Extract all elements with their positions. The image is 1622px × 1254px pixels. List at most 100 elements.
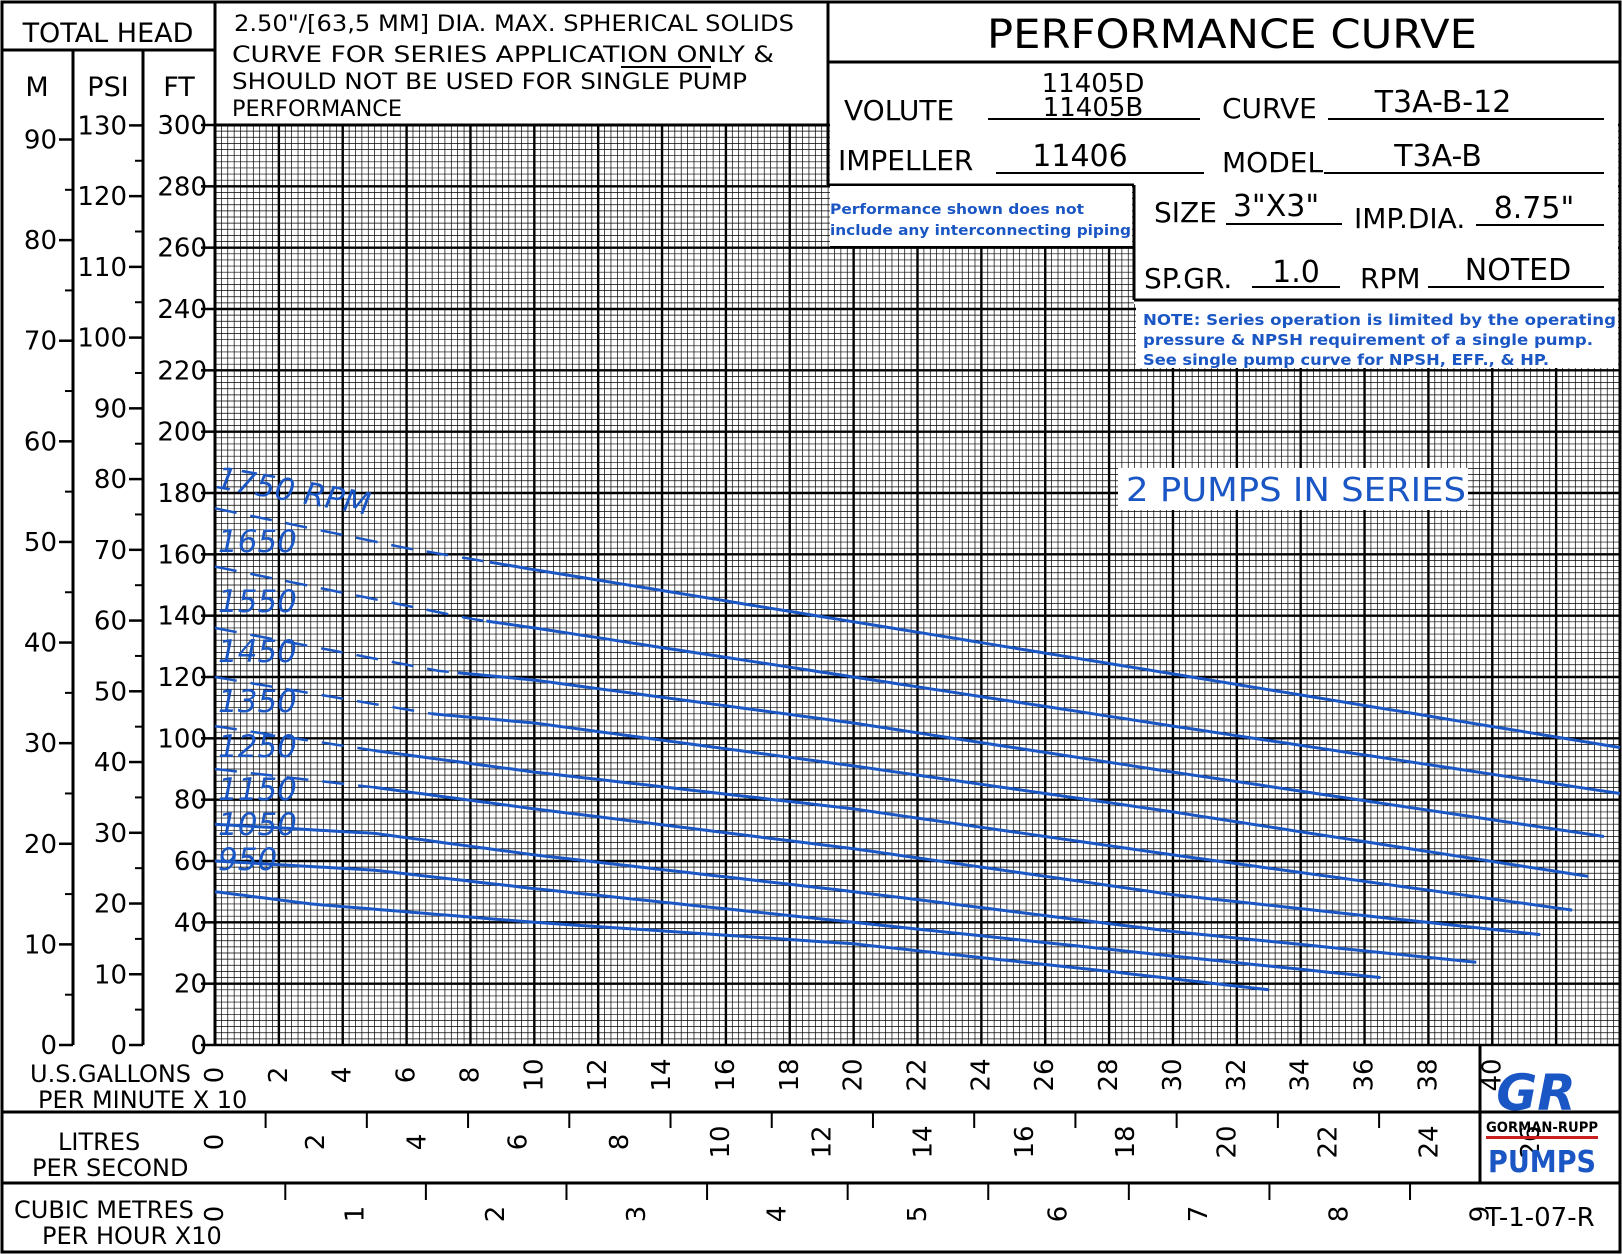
lps-axis-tick-12: 12 (807, 1125, 837, 1158)
gpm-axis-tick-4: 4 (328, 1067, 358, 1084)
model-label: MODEL (1222, 146, 1323, 179)
lps-axis-tick-26: 26 (1516, 1125, 1546, 1158)
gpm-axis-tick-18: 18 (775, 1058, 805, 1091)
lps-axis-tick-16: 16 (1010, 1125, 1040, 1158)
m-axis-tick-10: 10 (24, 930, 57, 960)
cmh-axis-label-2: PER HOUR X10 (42, 1222, 222, 1250)
logo-company: GORMAN-RUPP (1486, 1120, 1598, 1136)
gpm-axis-tick-36: 36 (1350, 1058, 1380, 1091)
curve-label-1350: 1350 (218, 684, 297, 720)
lps-axis-tick-14: 14 (909, 1125, 939, 1158)
logo-pumps: PUMPS (1488, 1145, 1596, 1180)
m-axis-tick-80: 80 (24, 226, 57, 256)
lps-axis-label-1: LITRES (58, 1128, 140, 1156)
gpm-axis-tick-2: 2 (264, 1067, 294, 1084)
m-axis-tick-0: 0 (40, 1031, 57, 1061)
sp-gr-value: 1.0 (1272, 255, 1320, 290)
gpm-axis-tick-20: 20 (839, 1058, 869, 1091)
volute-value-1: 11405D (1042, 69, 1145, 99)
impeller-value: 11406 (1032, 139, 1127, 174)
series-label-box (1118, 468, 1468, 510)
curve-1550 (457, 671, 1605, 838)
cmh-axis-tick-9: 9 (1465, 1206, 1495, 1223)
solids-note-line-4: PERFORMANCE (232, 97, 402, 122)
m-axis-tick-50: 50 (24, 528, 57, 558)
curve-1350-dashed (214, 724, 375, 752)
gpm-axis-tick-40: 40 (1477, 1058, 1507, 1091)
sp-gr-label: SP.GR. (1144, 262, 1232, 295)
curve-1550-dashed (214, 626, 454, 674)
series-note-line-3: See single pump curve for NPSH, EFF., & … (1143, 351, 1549, 369)
ft-axis-tick-180: 180 (157, 479, 207, 509)
ft-axis-tick-220: 220 (157, 356, 207, 386)
ft-axis-tick-80: 80 (174, 786, 207, 816)
m-axis-tick-90: 90 (24, 125, 57, 155)
series-note-line-2: pressure & NPSH requirement of a single … (1143, 331, 1593, 349)
specs-background (830, 64, 1618, 184)
lps-axis-tick-8: 8 (605, 1134, 635, 1151)
gpm-axis-tick-0: 0 (200, 1067, 230, 1084)
cmh-axis-tick-8: 8 (1325, 1206, 1355, 1223)
curve-1250 (374, 785, 1541, 937)
cmh-axis-tick-3: 3 (622, 1206, 652, 1223)
gpm-axis-tick-26: 26 (1030, 1058, 1060, 1091)
psi-axis-tick-100: 100 (77, 324, 127, 354)
curve-value: T3A-B-12 (1374, 85, 1512, 120)
curve-label-1650: 1650 (218, 524, 297, 560)
lps-axis-tick-24: 24 (1415, 1125, 1445, 1158)
gpm-axis-tick-28: 28 (1094, 1058, 1124, 1091)
lps-axis-tick-2: 2 (301, 1134, 331, 1151)
curve-1250-dashed (214, 767, 375, 789)
curve-label-1050: 1050 (218, 807, 297, 843)
ft-axis-tick-20: 20 (174, 970, 207, 1000)
lps-axis-tick-20: 20 (1212, 1125, 1242, 1158)
ft-axis-tick-40: 40 (174, 908, 207, 938)
gorman-rupp-logo: GR GORMAN-RUPP PUMPS (1486, 1064, 1598, 1180)
ft-axis-tick-260: 260 (157, 234, 207, 264)
curve-label-1150: 1150 (218, 772, 297, 808)
curve-label-1450: 1450 (218, 634, 297, 670)
gpm-axis-tick-30: 30 (1158, 1058, 1188, 1091)
rpm-label: RPM (1360, 262, 1421, 295)
m-column-label: M (25, 72, 48, 103)
psi-axis-tick-90: 90 (94, 394, 127, 424)
logo-letters: GR (1496, 1064, 1576, 1122)
curve-1750-rpm-dashed (214, 507, 484, 563)
cmh-axis-tick-5: 5 (903, 1206, 933, 1223)
curve-1450 (431, 712, 1589, 878)
gpm-axis-label-1: U.S.GALLONS (30, 1060, 191, 1088)
cmh-axis-tick-0: 0 (200, 1206, 230, 1223)
m-axis-tick-30: 30 (24, 729, 57, 759)
curve-label-1250: 1250 (218, 729, 297, 765)
curve-1450-dashed (214, 675, 433, 716)
ft-axis-tick-120: 120 (157, 663, 207, 693)
lps-axis-tick-4: 4 (402, 1134, 432, 1151)
gpm-axis-tick-12: 12 (583, 1058, 613, 1091)
ft-axis-tick-60: 60 (174, 847, 207, 877)
piping-note-line-1: Performance shown does not (830, 202, 1084, 218)
size-label: SIZE (1154, 196, 1217, 229)
gpm-axis-tick-6: 6 (392, 1067, 422, 1084)
ft-axis-tick-140: 140 (157, 602, 207, 632)
curve-label-1550: 1550 (218, 584, 297, 620)
lps-axis-label-2: PER SECOND (32, 1154, 188, 1182)
gpm-axis-tick-14: 14 (647, 1058, 677, 1091)
impeller-label: IMPELLER (838, 144, 973, 177)
size-value: 3"X3" (1233, 189, 1319, 224)
curve-1650 (486, 619, 1621, 795)
cmh-axis-label-1: CUBIC METRES (14, 1196, 194, 1224)
m-axis-tick-40: 40 (24, 629, 57, 659)
psi-axis-tick-50: 50 (94, 677, 127, 707)
curve-1650-dashed (214, 565, 487, 623)
gpm-axis-tick-38: 38 (1413, 1058, 1443, 1091)
series-label: 2 PUMPS IN SERIES (1126, 470, 1466, 509)
psi-axis-tick-70: 70 (94, 536, 127, 566)
series-note-box (1136, 302, 1618, 368)
gpm-axis-tick-24: 24 (966, 1058, 996, 1091)
gpm-axis-tick-34: 34 (1286, 1058, 1316, 1091)
psi-axis-tick-120: 120 (77, 182, 127, 212)
psi-axis-tick-130: 130 (77, 111, 127, 141)
piping-note-box (830, 186, 1132, 246)
